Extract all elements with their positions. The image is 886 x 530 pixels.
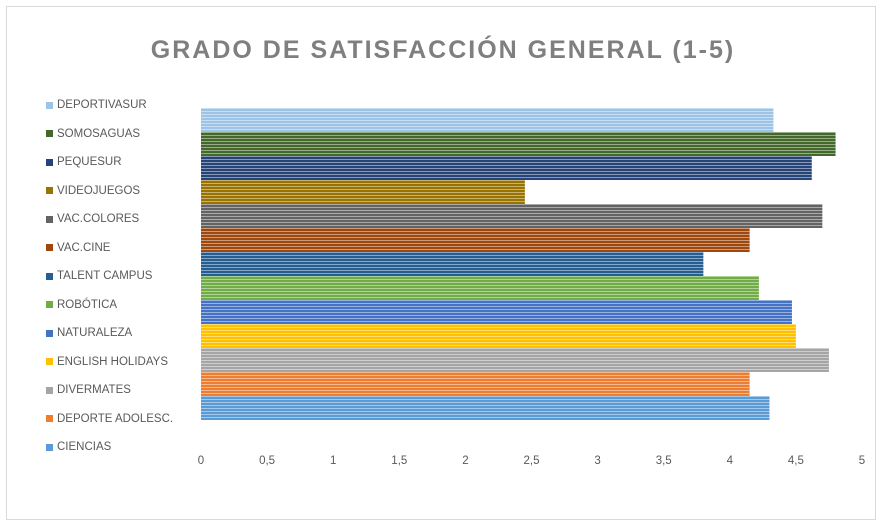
legend-swatch [46, 158, 53, 166]
bar-robótica [201, 276, 759, 300]
bar-naturaleza [201, 300, 792, 324]
legend-item: ENGLISH HOLIDAYS [46, 348, 206, 377]
legend-item: ROBÓTICA [46, 291, 206, 320]
legend-item: PEQUESUR [46, 148, 206, 177]
x-tick-label: 0,5 [259, 455, 275, 467]
bar-english-holidays [201, 324, 796, 348]
legend-swatch [46, 272, 53, 280]
legend-item: DEPORTE ADOLESC. [46, 405, 206, 434]
legend-swatch [46, 130, 53, 138]
legend-swatch [46, 386, 53, 394]
legend-swatch [46, 415, 53, 423]
bar-vac-cine [201, 228, 750, 252]
legend-item: CIENCIAS [46, 433, 206, 462]
legend-swatch [46, 101, 53, 109]
x-tick-label: 5 [859, 455, 865, 467]
x-tick-label: 3 [594, 455, 600, 467]
legend-label: CIENCIAS [57, 441, 112, 454]
legend-item: VIDEOJUEGOS [46, 177, 206, 206]
bar-vac-colores [201, 204, 823, 228]
x-tick-label: 3,5 [656, 455, 672, 467]
legend-swatch [46, 187, 53, 195]
legend-label: PEQUESUR [57, 156, 122, 169]
legend-label: VIDEOJUEGOS [57, 184, 141, 197]
legend-swatch [46, 329, 53, 337]
x-tick-label: 1 [330, 455, 336, 467]
legend-swatch [46, 301, 53, 309]
legend-swatch [46, 244, 53, 252]
legend-item: VAC.CINE [46, 234, 206, 263]
bar-deportivasur [201, 108, 774, 132]
legend-label: VAC.CINE [57, 241, 111, 254]
legend-item: TALENT CAMPUS [46, 262, 206, 291]
x-tick-label: 2,5 [524, 455, 540, 467]
bar-deporte-adolesc- [201, 372, 750, 396]
bar-divermates [201, 348, 829, 372]
legend-label: ENGLISH HOLIDAYS [57, 355, 168, 368]
legend-swatch [46, 215, 53, 223]
legend-label: SOMOSAGUAS [57, 127, 141, 140]
legend-item: DIVERMATES [46, 376, 206, 405]
legend-swatch [46, 443, 53, 451]
legend-item: DEPORTIVASUR [46, 91, 206, 120]
bar-videojuegos [201, 180, 525, 204]
bar-pequesur [201, 156, 812, 180]
bar-talent-campus [201, 252, 704, 276]
x-tick-label: 0 [198, 455, 204, 467]
bar-ciencias [201, 396, 770, 420]
legend-label: NATURALEZA [57, 327, 133, 340]
legend-label: DIVERMATES [57, 384, 131, 397]
legend-label: TALENT CAMPUS [57, 270, 153, 283]
legend-item: VAC.COLORES [46, 205, 206, 234]
legend-label: DEPORTE ADOLESC. [57, 412, 174, 425]
legend-item: SOMOSAGUAS [46, 120, 206, 149]
x-tick-label: 2 [462, 455, 468, 467]
legend-item: NATURALEZA [46, 319, 206, 348]
bar-somosaguas [201, 132, 836, 156]
x-tick-label: 4 [727, 455, 734, 467]
legend-swatch [46, 358, 53, 366]
chart-title: GRADO DE SATISFACCIÓN GENERAL (1-5) [150, 36, 736, 64]
legend-label: DEPORTIVASUR [57, 99, 147, 112]
x-tick-label: 1,5 [391, 455, 407, 467]
chart-legend: DEPORTIVASUR SOMOSAGUAS PEQUESUR VIDEOJUEGO… [46, 91, 206, 462]
x-tick-label: 4,5 [788, 455, 804, 467]
legend-label: VAC.COLORES [57, 213, 140, 226]
legend-label: ROBÓTICA [57, 298, 118, 311]
